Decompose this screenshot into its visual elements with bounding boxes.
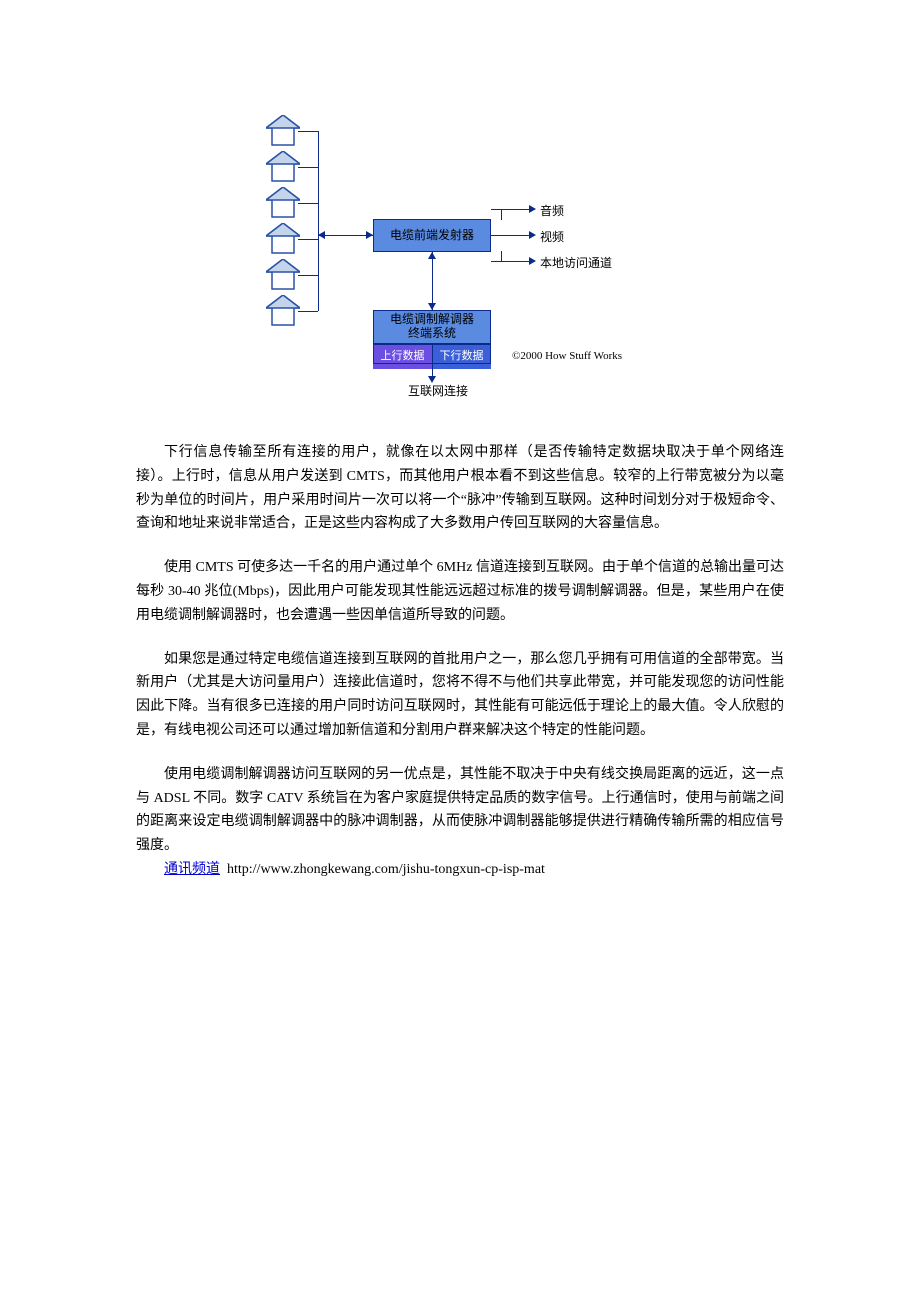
paragraph-1: 下行信息传输至所有连接的用户，就像在以太网中那样（是否传输特定数据块取决于单个网… [136, 441, 784, 536]
diagram-copyright: ©2000 How Stuff Works [512, 347, 622, 366]
headend-label: 电缆前端发射器 [390, 225, 474, 245]
diagram-line [318, 131, 319, 311]
right-label-local: 本地访问通道 [540, 253, 612, 273]
diagram-line [298, 311, 318, 312]
paragraph-4: 使用电缆调制解调器访问互联网的另一优点是，其性能不取决于中央有线交换局距离的远近… [136, 763, 784, 858]
tongxun-link[interactable]: 通讯频道 [164, 862, 220, 877]
cmts-label-1: 电缆调制解调器 [390, 313, 474, 327]
paragraph-2: 使用 CMTS 可使多达一千名的用户通过单个 6MHz 信道连接到互联网。由于单… [136, 556, 784, 627]
diagram-line [491, 235, 531, 236]
spacer [136, 536, 784, 556]
house-icon [266, 295, 300, 327]
internet-caption: 互联网连接 [408, 381, 468, 401]
diagram-line [491, 261, 531, 262]
house-icon [266, 187, 300, 219]
document-page: 电缆前端发射器 音频 视频 本地访问通道 电缆调制解调器 终端系统 [0, 0, 920, 882]
downlink-label: 下行数据 [440, 350, 484, 362]
arrowhead-icon [529, 257, 536, 265]
spacer [136, 743, 784, 763]
arrowhead-icon [366, 231, 373, 239]
downlink-pill: 下行数据 [432, 344, 491, 369]
link-line: 通讯频道 http://www.zhongkewang.com/jishu-to… [136, 858, 784, 882]
uplink-pill: 上行数据 [373, 344, 432, 369]
right-label-audio: 音频 [540, 201, 564, 221]
diagram-line [298, 275, 318, 276]
right-label-video: 视频 [540, 227, 564, 247]
headend-box: 电缆前端发射器 [373, 219, 491, 252]
house-icon [266, 115, 300, 147]
diagram-line [491, 209, 531, 210]
diagram-line [298, 131, 318, 132]
house-icon [266, 223, 300, 255]
cmts-diagram: 电缆前端发射器 音频 视频 本地访问通道 电缆调制解调器 终端系统 [258, 115, 662, 395]
spacer [136, 628, 784, 648]
diagram-line [298, 167, 318, 168]
uplink-label: 上行数据 [381, 350, 425, 362]
pill-divider [432, 344, 433, 364]
arrowhead-icon [428, 252, 436, 259]
diagram-line [318, 235, 373, 236]
paragraph-3: 如果您是通过特定电缆信道连接到互联网的首批用户之一，那么您几乎拥有可用信道的全部… [136, 648, 784, 743]
diagram-line [298, 203, 318, 204]
arrowhead-icon [529, 205, 536, 213]
arrowhead-icon [428, 303, 436, 310]
house-icon [266, 151, 300, 183]
arrowhead-icon [318, 231, 325, 239]
cmts-label-2: 终端系统 [408, 327, 456, 341]
diagram-container: 电缆前端发射器 音频 视频 本地访问通道 电缆调制解调器 终端系统 [136, 115, 784, 395]
arrowhead-icon [529, 231, 536, 239]
link-url-text: http://www.zhongkewang.com/jishu-tongxun… [227, 862, 545, 877]
cmts-box: 电缆调制解调器 终端系统 [373, 310, 491, 344]
diagram-line [501, 209, 502, 220]
diagram-line [432, 252, 433, 310]
house-icon [266, 259, 300, 291]
diagram-line [298, 239, 318, 240]
